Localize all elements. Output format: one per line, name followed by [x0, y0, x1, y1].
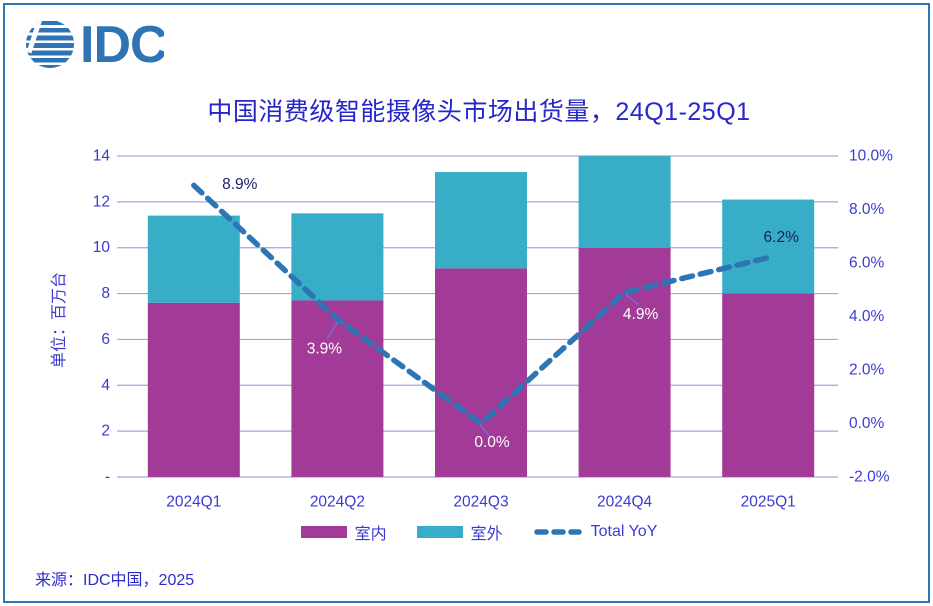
x-axis-label-2025Q1: 2025Q1 [741, 494, 796, 511]
yoy-label-2024Q3: 0.0% [474, 434, 510, 451]
left-axis-tick: 6 [101, 331, 110, 348]
yoy-label-2025Q1: 6.2% [764, 229, 800, 246]
left-axis-tick: 2 [101, 423, 110, 440]
left-axis-tick: 12 [93, 193, 110, 210]
idc-logo-svg: IDC [26, 16, 168, 74]
x-axis-label-2024Q2: 2024Q2 [310, 494, 365, 511]
chart-title: 中国消费级智能摄像头市场出货量，24Q1-25Q1 [207, 98, 751, 126]
legend-item-total-yoy: Total YoY [533, 523, 658, 541]
legend-swatch-indoor [300, 526, 347, 538]
bar-indoor-2024Q1 [147, 302, 240, 477]
idc-logo: IDC [24, 14, 168, 84]
bar-outdoor-2024Q2 [291, 213, 384, 301]
bar-indoor-2024Q4 [578, 247, 671, 477]
right-axis-tick: 6.0% [849, 255, 885, 272]
right-axis-tick: 0.0% [849, 415, 885, 432]
legend-label-total-yoy: Total YoY [590, 523, 658, 540]
legend-swatch-total-yoy [533, 529, 582, 535]
legend-item-indoor: 室内 [300, 520, 387, 544]
bar-indoor-2024Q2 [291, 300, 384, 477]
right-axis-tick: 10.0% [849, 148, 893, 165]
label-leader-line [326, 321, 338, 339]
yoy-label-2024Q2: 3.9% [307, 341, 343, 358]
right-axis-tick: 4.0% [849, 308, 885, 325]
label-leader-line [479, 424, 490, 436]
legend-item-outdoor: 室外 [416, 520, 503, 544]
left-axis-tick: 14 [93, 148, 111, 165]
idc-logo-text: IDC [80, 16, 164, 74]
legend-label-indoor: 室内 [354, 526, 387, 543]
left-axis-tick: - [105, 469, 110, 486]
idc-globe-icon [26, 20, 74, 68]
left-axis-tick: 10 [93, 239, 111, 256]
bar-outdoor-2024Q3 [435, 172, 527, 269]
bar-outdoor-2025Q1 [722, 199, 815, 294]
legend-swatch-outdoor [416, 526, 463, 538]
right-axis-tick: 2.0% [849, 362, 885, 379]
bar-outdoor-2024Q4 [578, 156, 671, 248]
right-axis-tick: -2.0% [849, 469, 890, 486]
left-axis-tick: 4 [101, 377, 110, 394]
legend-label-outdoor: 室外 [470, 526, 503, 543]
bar-outdoor-2024Q1 [147, 215, 240, 303]
label-leader-line [625, 293, 640, 305]
yoy-label-2024Q4: 4.9% [623, 306, 659, 323]
bar-indoor-2024Q3 [435, 268, 527, 477]
x-axis-label-2024Q4: 2024Q4 [597, 494, 653, 511]
yoy-label-2024Q1: 8.9% [222, 176, 258, 193]
right-axis-tick: 8.0% [849, 201, 885, 218]
bar-indoor-2025Q1 [722, 293, 815, 477]
total-yoy-line [191, 182, 771, 427]
x-axis-label-2024Q3: 2024Q3 [453, 494, 508, 511]
left-axis-tick: 8 [101, 285, 110, 302]
chart-legend: 室内 室外 Total YoY [118, 519, 840, 545]
source-note: 来源：IDC中国，2025 [35, 572, 195, 589]
x-axis-label-2024Q1: 2024Q1 [166, 494, 221, 511]
